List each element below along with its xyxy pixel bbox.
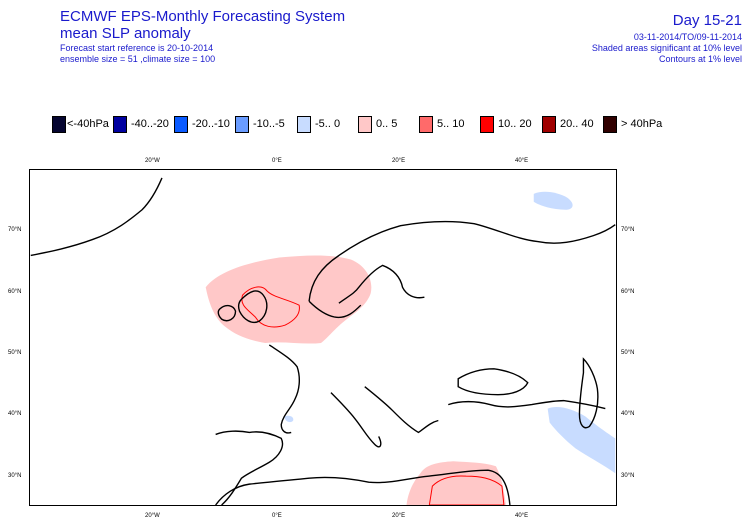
legend-item: <-40hPa	[52, 115, 109, 133]
positive-shading-north	[205, 255, 372, 344]
lat-right-label: 70°N	[621, 227, 634, 233]
legend-swatch	[419, 115, 433, 133]
ensemble-size: ensemble size = 51 ,climate size = 100	[60, 54, 216, 64]
shaded-note: Shaded areas significant at 10% level	[591, 43, 742, 53]
legend-label: > 40hPa	[621, 118, 663, 130]
coastline-black-sea	[457, 368, 529, 396]
positive-anomaly-north	[205, 255, 372, 344]
lat-right-label: 50°N	[621, 350, 634, 356]
coastline-greenland	[30, 177, 163, 257]
legend-swatch	[358, 115, 372, 133]
bottom-lon-label: 20°W	[145, 513, 160, 519]
bottom-lon-label: 40°E	[515, 513, 528, 519]
legend-swatch	[480, 115, 494, 133]
coastline-iberia	[215, 430, 284, 505]
negative-shading-ne	[533, 191, 573, 210]
coastline-balkans	[364, 386, 439, 434]
top-lon-label: 0°E	[272, 158, 282, 164]
legend-item: 0.. 5	[358, 115, 397, 133]
lat-left-label: 50°N	[8, 350, 21, 356]
legend-item: -20..-10	[174, 115, 230, 133]
legend-swatch	[52, 115, 66, 133]
positive-anomaly-south	[406, 461, 506, 505]
legend-item: 20.. 40	[542, 115, 594, 133]
lat-left-label: 40°N	[8, 411, 21, 417]
title-main: ECMWF EPS-Monthly Forecasting System mea…	[60, 8, 345, 42]
legend-label: <-40hPa	[67, 118, 109, 130]
map	[29, 169, 617, 506]
contour-north	[241, 286, 300, 328]
coastline-caspian	[578, 357, 599, 429]
positive-shading-south	[406, 461, 506, 505]
lat-right-label: 60°N	[621, 289, 634, 295]
lat-left-label: 30°N	[8, 473, 21, 479]
legend-label: 10.. 20	[498, 118, 532, 130]
coastline-turkey	[448, 399, 606, 410]
title-sub: Forecast start reference is 20-10-2014 e…	[60, 43, 215, 65]
title-line-2: mean SLP anomaly	[60, 25, 191, 42]
coastline-scandinavia	[308, 220, 616, 302]
coastline-italy	[330, 392, 382, 448]
legend-item: -5.. 0	[297, 115, 340, 133]
legend-swatch	[174, 115, 188, 133]
contour-note: Contours at 1% level	[658, 54, 742, 64]
coastline-norway-sweden	[308, 300, 362, 319]
legend-label: 20.. 40	[560, 118, 594, 130]
legend-swatch	[297, 115, 311, 133]
lat-right-label: 30°N	[621, 473, 634, 479]
legend-swatch	[113, 115, 127, 133]
legend-label: -40..-20	[131, 118, 169, 130]
legend-label: 0.. 5	[376, 118, 398, 130]
negative-shading-east	[547, 407, 616, 474]
bottom-lon-label: 20°E	[392, 513, 405, 519]
coastline-ireland	[217, 304, 237, 322]
coastline-baltic	[338, 264, 425, 304]
lat-right-label: 40°N	[621, 411, 634, 417]
coastline-france	[268, 344, 301, 434]
coastline-britain	[237, 290, 268, 324]
top-lon-label: 20°E	[392, 158, 405, 164]
lat-left-label: 60°N	[8, 289, 21, 295]
legend-swatch	[235, 115, 249, 133]
top-lon-label: 20°W	[145, 158, 160, 164]
forecast-reference: Forecast start reference is 20-10-2014	[60, 43, 214, 53]
coastline-africa	[215, 469, 511, 505]
legend-label: -5.. 0	[315, 118, 341, 130]
legend-label: -10..-5	[253, 118, 285, 130]
legend-label: -20..-10	[192, 118, 230, 130]
legend-item: 10.. 20	[480, 115, 532, 133]
title-line-1: ECMWF EPS-Monthly Forecasting System	[60, 8, 346, 25]
legend-label: 5.. 10	[437, 118, 465, 130]
contour-south	[428, 475, 505, 505]
negative-shading-small	[284, 415, 294, 423]
coastlines	[30, 177, 616, 505]
legend-item: > 40hPa	[603, 115, 662, 133]
bottom-lon-label: 0°E	[272, 513, 282, 519]
legend-item: 5.. 10	[419, 115, 465, 133]
negative-anomaly	[284, 191, 616, 474]
lat-left-label: 70°N	[8, 227, 21, 233]
contours	[241, 286, 505, 505]
top-lon-label: 40°E	[515, 158, 528, 164]
day-range: Day 15-21	[672, 12, 742, 29]
legend-item: -40..-20	[113, 115, 169, 133]
legend-item: -10..-5	[235, 115, 285, 133]
legend-swatch	[542, 115, 556, 133]
date-range: 03-11-2014/TO/09-11-2014	[633, 32, 742, 42]
legend-swatch	[603, 115, 617, 133]
